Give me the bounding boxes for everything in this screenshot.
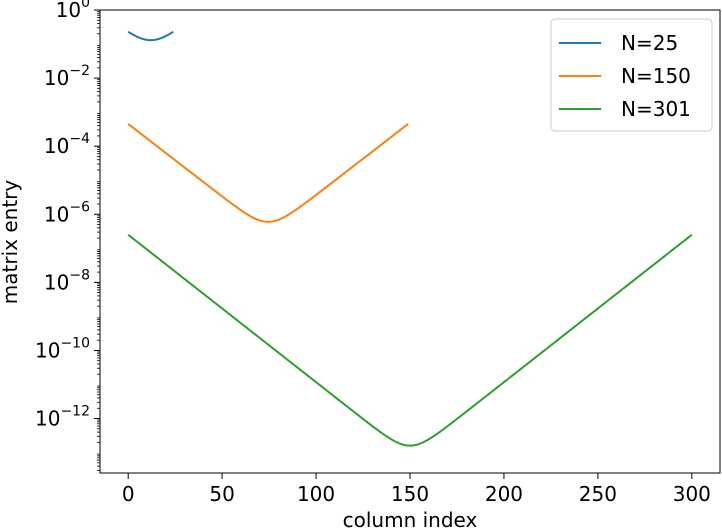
y-axis: 100 10−2 10−4 10−6 10−8 10−10 10−12: [35, 0, 100, 471]
series-layer: [127, 30, 693, 447]
y-tick-label: 100: [56, 0, 90, 22]
y-tick-label: 10−8: [44, 267, 90, 294]
series-line-n-25: [127, 30, 174, 42]
x-tick-label: 50: [209, 482, 234, 506]
x-tick-label: 300: [673, 482, 711, 506]
legend-label: N=25: [621, 31, 678, 55]
series-line-n-150: [127, 123, 409, 223]
y-tick-label: 10−6: [44, 199, 90, 226]
y-axis-label: matrix entry: [0, 180, 22, 305]
legend-label: N=150: [621, 64, 691, 88]
series-line-n-301: [127, 233, 693, 447]
x-tick-label: 100: [297, 482, 335, 506]
x-tick-label: 150: [391, 482, 429, 506]
x-tick-label: 250: [579, 482, 617, 506]
y-tick-label: 10−2: [44, 63, 90, 90]
y-tick-label: 10−12: [35, 404, 90, 431]
x-tick-label: 200: [485, 482, 523, 506]
x-axis: 0 50 100 150 200 250 300: [122, 473, 711, 506]
legend: N=25 N=150 N=301: [550, 18, 713, 132]
legend-label: N=301: [621, 97, 691, 121]
x-axis-label: column index: [343, 508, 478, 530]
y-tick-label: 10−4: [44, 131, 90, 158]
y-tick-label: 10−10: [35, 335, 90, 362]
x-tick-label: 0: [122, 482, 135, 506]
legend-box: [550, 18, 713, 132]
